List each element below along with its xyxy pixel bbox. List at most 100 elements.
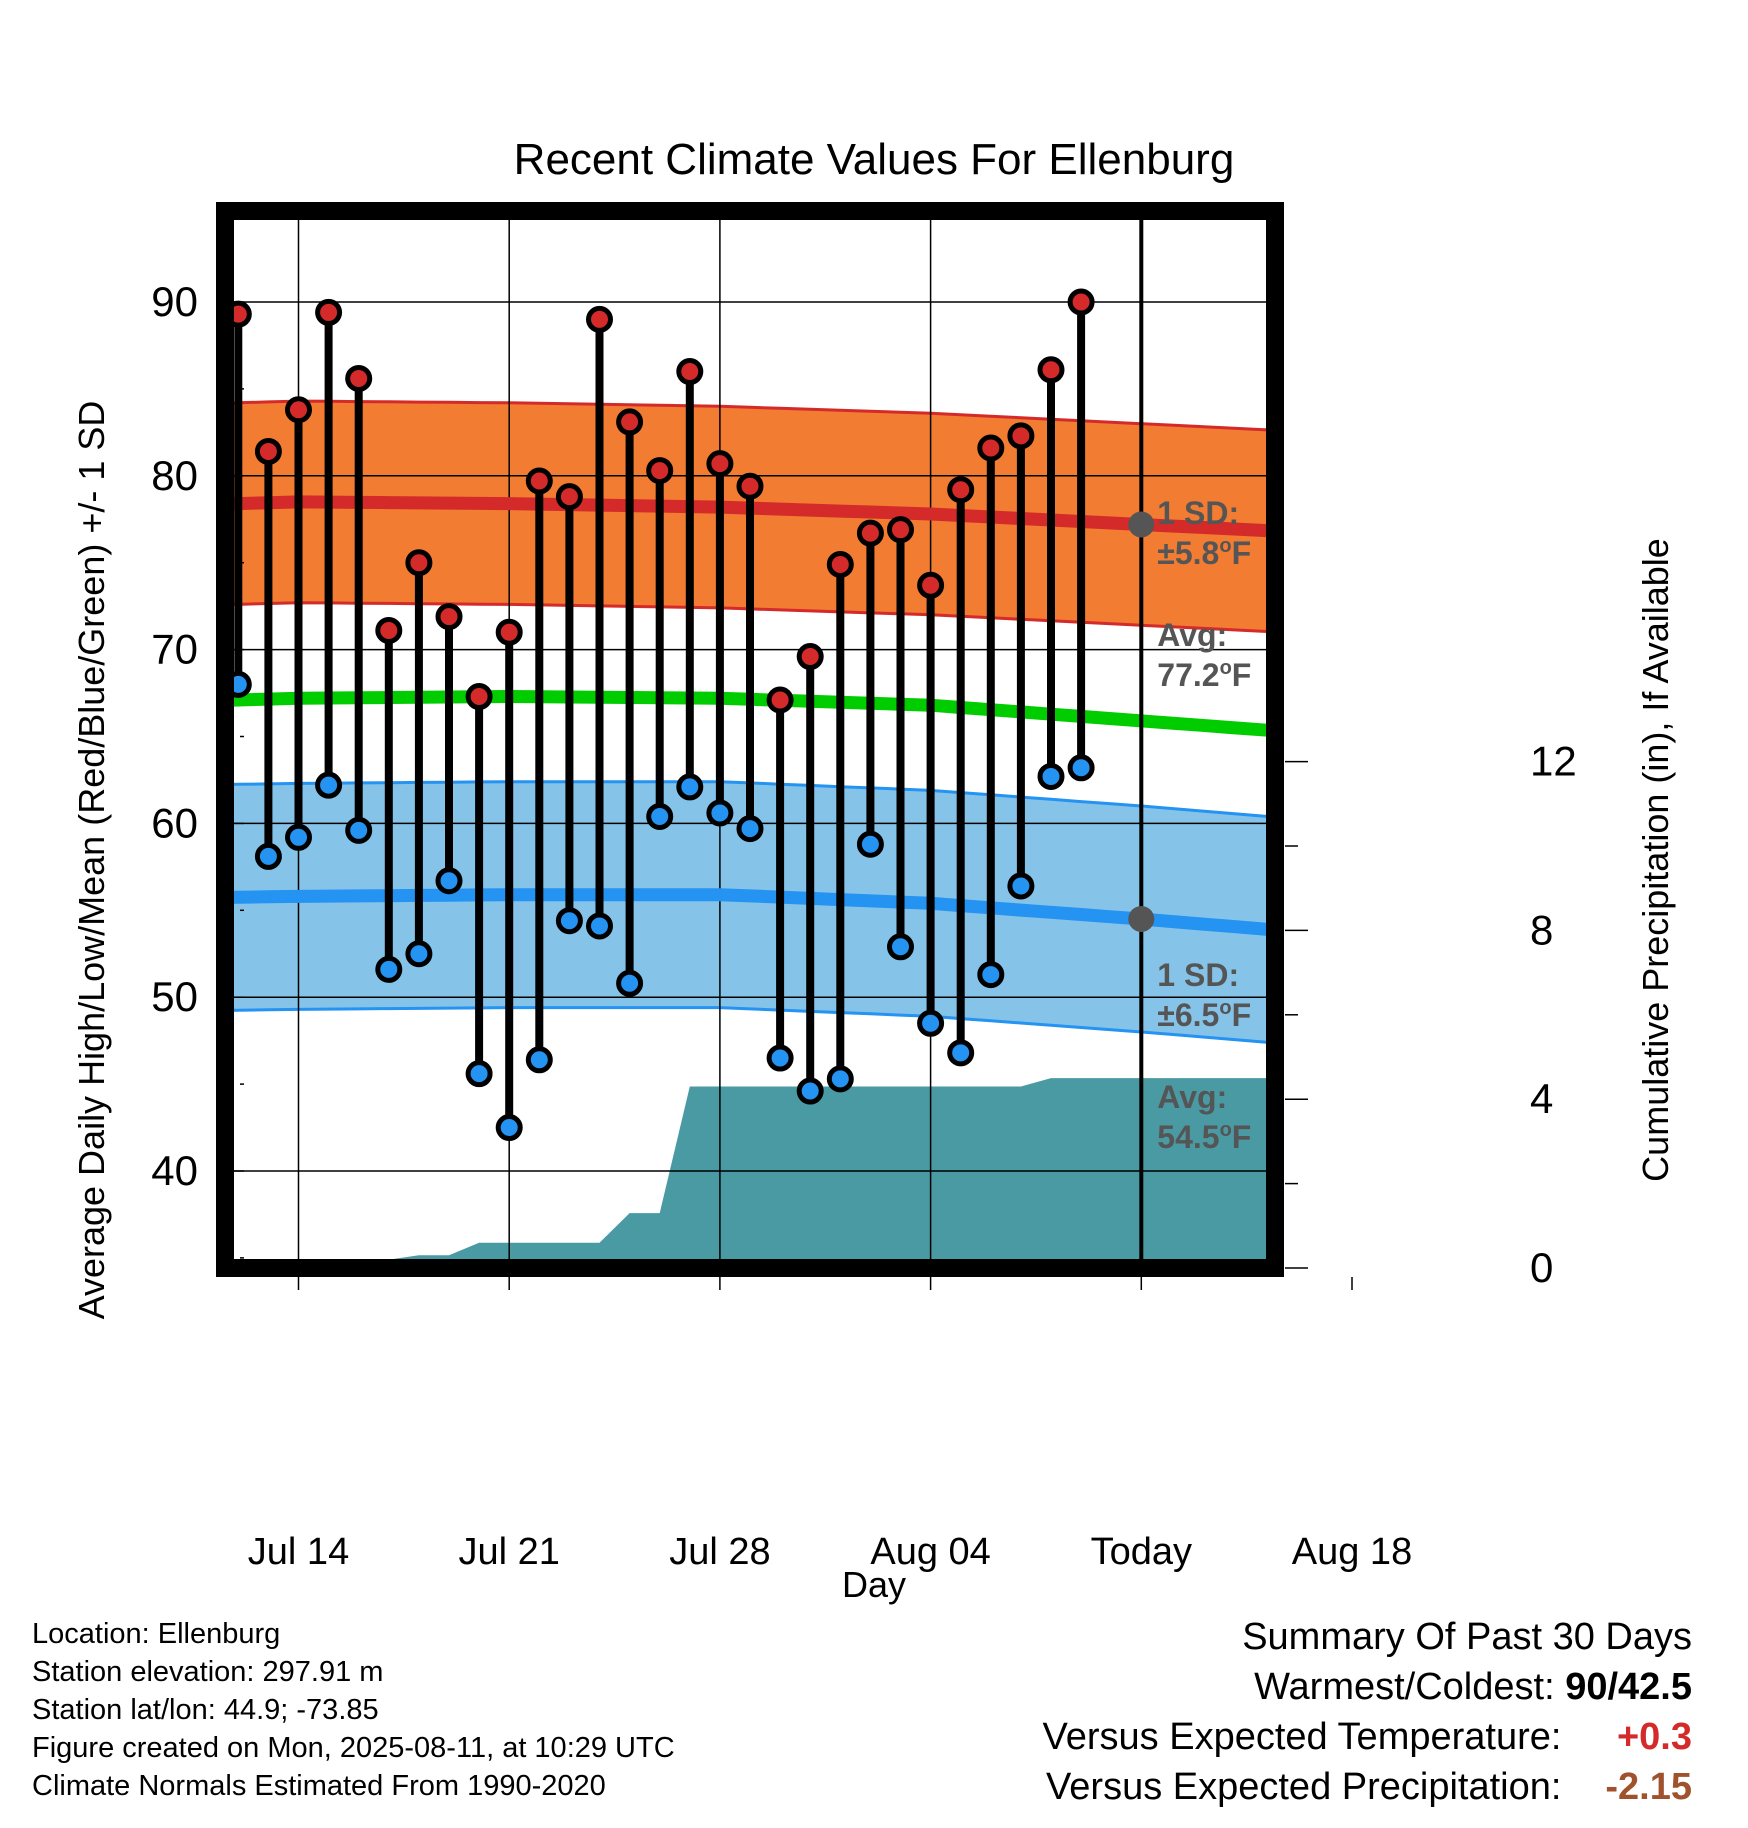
daily-low-point — [616, 969, 644, 997]
daily-low-point — [555, 907, 583, 935]
daily-high-point — [676, 358, 704, 386]
daily-low-point — [676, 773, 704, 801]
low-sd-band — [224, 781, 1276, 1044]
y-axis-label: Average Daily High/Low/Mean (Red/Blue/Gr… — [71, 401, 112, 1320]
daily-low-point — [1037, 762, 1065, 790]
plot-content: 1 SD: ±5.8oF Avg: 77.2oF 1 SD: ±6.5oF Avg: 54.5… — [197, 211, 1276, 1268]
elevation-text: Station elevation: 297.91 m — [32, 1656, 384, 1688]
daily-high-point — [796, 643, 824, 671]
high-sd-lower-edge — [224, 601, 1276, 634]
high-sd-annotation: 1 SD: ±5.8oF — [1157, 495, 1251, 571]
daily-high-point — [917, 571, 945, 599]
daily-high-point — [285, 396, 312, 424]
y-tick-label: 50 — [151, 973, 198, 1020]
summary-title: Summary Of Past 30 Days — [1242, 1616, 1692, 1658]
temp-anomaly-label: Versus Expected Temperature: — [1042, 1716, 1562, 1758]
daily-low-point — [345, 816, 373, 844]
x-tick-label: Jul 14 — [248, 1531, 349, 1573]
x-axis-label: Day — [842, 1564, 906, 1605]
x-tick-label: Jul 21 — [458, 1531, 559, 1573]
daily-low-point — [495, 1114, 523, 1142]
y-tick-label: 90 — [151, 278, 198, 325]
daily-low-point — [375, 955, 403, 983]
daily-high-point — [766, 686, 794, 714]
warmest-coldest-value: 90/42.5 — [1565, 1666, 1692, 1708]
daily-high-point — [736, 472, 764, 500]
mean-avg-line — [224, 689, 1276, 738]
x-tick-label: Aug 18 — [1292, 1531, 1412, 1573]
daily-low-point — [435, 867, 463, 895]
x-tick-label: Aug 04 — [870, 1531, 990, 1573]
low-avg-line — [224, 888, 1276, 937]
daily-low-point — [1007, 872, 1035, 900]
low-sd-annotation: 1 SD: ±6.5oF — [1157, 957, 1251, 1033]
y-tick-label: 40 — [151, 1147, 198, 1194]
daily-low-point — [465, 1060, 493, 1088]
location-text: Location: Ellenburg — [32, 1618, 281, 1650]
temp-anomaly-row: Versus Expected Temperature: +0.3 — [1043, 1712, 1692, 1762]
daily-high-point — [826, 550, 854, 578]
daily-low-point — [977, 961, 1005, 989]
high-avg-line — [224, 495, 1276, 538]
warmest-coldest-row: Warmest/Coldest: 90/42.5 — [1043, 1662, 1692, 1712]
y-tick-label: 70 — [151, 626, 198, 673]
climate-chart: Recent Climate Values For Ellenburg 1 SD… — [71, 135, 1676, 1605]
daily-high-point — [977, 434, 1005, 462]
daily-high-point — [706, 450, 734, 478]
daily-low-point — [1067, 754, 1095, 782]
daily-low-point — [254, 842, 282, 870]
daily-low-point — [796, 1077, 824, 1105]
warmest-coldest-label: Warmest/Coldest: — [1254, 1666, 1555, 1708]
plot-area: 1 SD: ±5.8oF Avg: 77.2oF 1 SD: ±6.5oF Avg: 54.5… — [151, 202, 1577, 1573]
precip-anomaly-label: Versus Expected Precipitation: — [1046, 1766, 1562, 1808]
daily-low-point — [197, 804, 219, 826]
daily-high-point — [887, 516, 914, 544]
x-tick-label: Today — [1091, 1531, 1192, 1573]
daily-high-point — [586, 305, 613, 333]
high-avg-today-dot — [1128, 511, 1155, 538]
precipitation-area — [268, 1078, 1276, 1268]
y2-tick-label: 12 — [1530, 738, 1577, 785]
daily-low-point — [285, 823, 312, 851]
daily-high-point — [345, 364, 373, 392]
low-sd-lower-edge — [224, 1006, 1276, 1045]
daily-low-point — [917, 1009, 945, 1037]
daily-low-point — [706, 799, 734, 827]
low-avg-annotation: Avg: 54.5oF — [1157, 1079, 1251, 1155]
plot-frame — [216, 202, 1284, 1277]
daily-high-point — [947, 476, 975, 504]
daily-high-point — [1007, 422, 1035, 450]
daily-low-point — [315, 771, 343, 799]
daily-high-point — [405, 549, 433, 577]
precip-anomaly-row: Versus Expected Precipitation: -2.15 — [1043, 1762, 1692, 1812]
y2-tick-label: 0 — [1530, 1244, 1553, 1291]
daily-high-point — [646, 457, 674, 485]
low-avg-today-dot — [1128, 905, 1155, 932]
y2-tick-label: 4 — [1530, 1075, 1553, 1122]
daily-high-point — [525, 467, 553, 495]
temp-anomaly-value: +0.3 — [1616, 1716, 1692, 1758]
daily-high-point — [495, 618, 523, 646]
daily-high-point — [315, 298, 343, 326]
daily-low-point — [646, 802, 674, 830]
station-info: Location: Ellenburg Station elevation: 2… — [32, 1615, 675, 1805]
daily-high-point — [435, 603, 463, 631]
daily-high-point — [616, 408, 644, 436]
daily-high-point — [375, 616, 403, 644]
daily-low-point — [736, 815, 764, 843]
daily-low-point — [766, 1044, 794, 1072]
normals-text: Climate Normals Estimated From 1990-2020 — [32, 1770, 606, 1802]
daily-low-point — [856, 830, 884, 858]
daily-high-point — [1037, 356, 1065, 384]
daily-high-point — [254, 437, 282, 465]
daily-low-point — [826, 1065, 854, 1093]
x-tick-label: Jul 28 — [669, 1531, 770, 1573]
daily-high-point — [555, 483, 583, 511]
precip-anomaly-value: -2.15 — [1605, 1766, 1692, 1808]
daily-low-point — [525, 1046, 553, 1074]
daily-high-point — [856, 519, 884, 547]
y2-axis-label: Cumulative Precipitation (in), If Availa… — [1635, 538, 1676, 1182]
daily-high-point — [197, 367, 219, 389]
daily-low-point — [405, 940, 433, 968]
daily-high-point — [1067, 288, 1095, 316]
